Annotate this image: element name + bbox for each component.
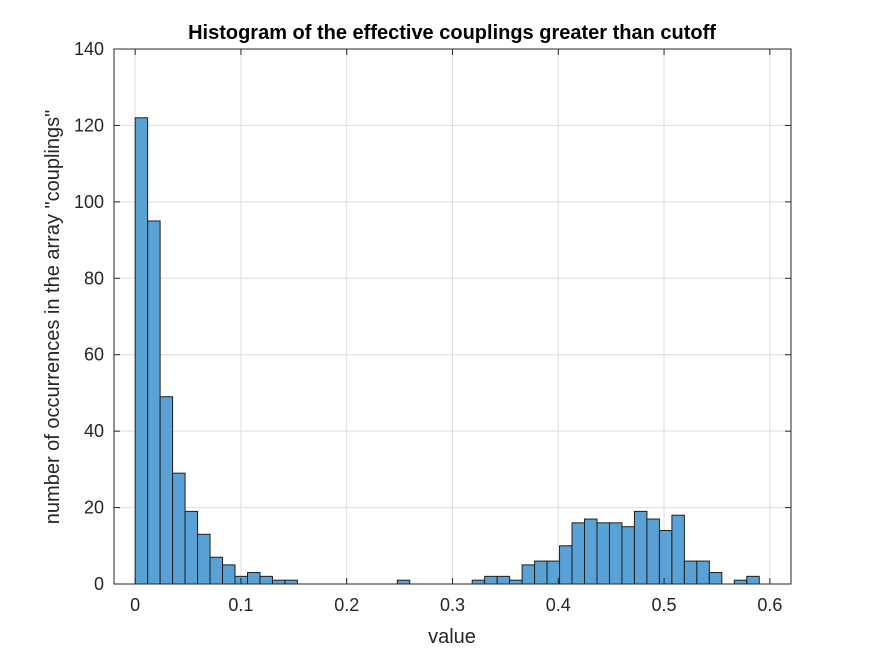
histogram-bar [271, 579, 286, 585]
x-axis-label: value [428, 626, 476, 648]
histogram-bar [134, 117, 149, 585]
histogram-bar [608, 522, 623, 585]
histogram-bar [559, 545, 573, 585]
y-tick-label: 60 [84, 345, 104, 365]
histogram-bar [172, 472, 186, 585]
histogram-bar [571, 522, 586, 585]
histogram-bar [184, 510, 199, 585]
histogram-bar [284, 579, 298, 585]
histogram-bar [147, 220, 161, 585]
y-tick-label: 120 [74, 115, 104, 135]
y-tick-label: 140 [74, 39, 104, 59]
x-tick-label: 0 [130, 595, 140, 615]
histogram-bar [534, 560, 548, 585]
chart-title: Histogram of the effective couplings gre… [188, 22, 716, 44]
x-tick-label: 0.2 [334, 595, 359, 615]
histogram-bar [658, 530, 673, 585]
x-tick-label: 0.5 [652, 595, 677, 615]
histogram-bar [246, 572, 261, 585]
histogram-bar [496, 575, 511, 585]
histogram-bar [471, 579, 486, 585]
y-tick-label: 80 [84, 268, 104, 288]
histogram-bar [733, 579, 748, 585]
histogram-bar [683, 560, 698, 585]
y-axis-label: number of occurrences in the array "coup… [42, 110, 64, 524]
histogram-bar [259, 575, 273, 585]
histogram-bar [696, 560, 710, 585]
histogram-bar [209, 556, 224, 585]
y-tick-label: 100 [74, 192, 104, 212]
histogram-bar [159, 396, 174, 585]
histogram-bar [521, 564, 536, 585]
bars [134, 117, 760, 585]
histogram-bar [222, 564, 236, 585]
histogram-bar [546, 560, 561, 585]
histogram-bar [646, 518, 660, 585]
histogram-bar [621, 526, 635, 585]
histogram-bar [197, 533, 211, 585]
y-tick-label: 40 [84, 421, 104, 441]
y-tick-label: 20 [84, 498, 104, 518]
histogram-bar [484, 575, 498, 585]
x-tick-label: 0.3 [440, 595, 465, 615]
histogram-bar [584, 518, 598, 585]
histogram-bar [708, 572, 723, 585]
histogram-bar [746, 575, 760, 585]
histogram-bar [509, 579, 523, 585]
x-tick-label: 0.1 [228, 595, 253, 615]
x-axis-ticks: 0 0.1 0.2 0.3 0.4 0.5 0.6 [130, 49, 782, 615]
histogram-bar [596, 522, 610, 585]
histogram-bar [671, 514, 685, 585]
histogram-bar [396, 579, 411, 585]
histogram-bar [633, 510, 648, 585]
x-tick-label: 0.4 [546, 595, 571, 615]
y-axis-ticks: 0 20 40 60 80 100 120 140 [74, 39, 791, 594]
y-tick-label: 0 [94, 574, 104, 594]
x-tick-label: 0.6 [757, 595, 782, 615]
